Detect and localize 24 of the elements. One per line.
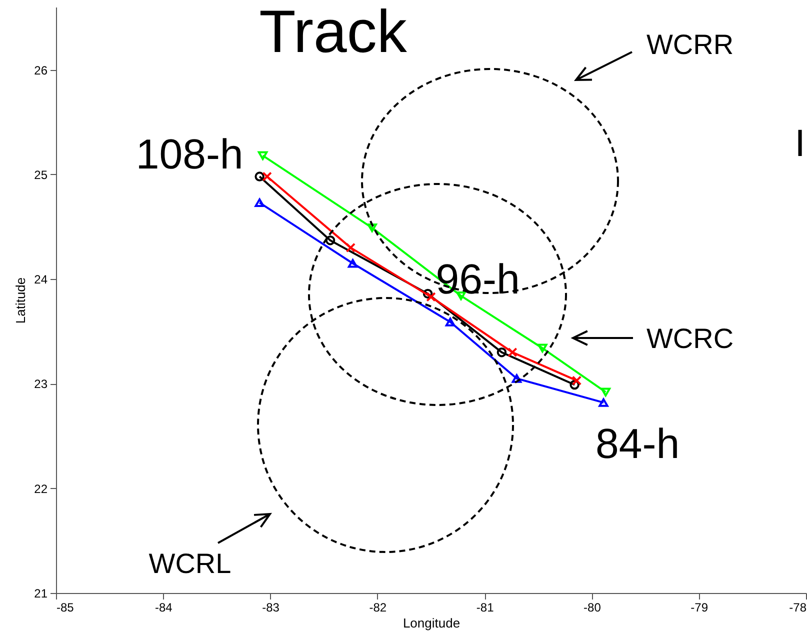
annotation: WCRL (148, 548, 232, 579)
x-tick-label: -81 (476, 600, 494, 614)
annotation: 108-h (136, 130, 244, 178)
x-tick-label: -79 (690, 600, 708, 614)
x-tick-label: -80 (584, 600, 602, 614)
y-tick-label: 26 (34, 63, 48, 78)
annotation: 96-h (436, 256, 520, 303)
x-tick-label: -85 (56, 600, 74, 614)
x-tick-label: -84 (154, 600, 173, 614)
x-tick-label: -83 (262, 600, 280, 614)
annotation: WCRC (646, 323, 734, 354)
annotation: WCRR (646, 29, 734, 60)
annotation: I (794, 123, 806, 165)
x-axis-title: Longitude (402, 616, 460, 630)
x-tick-label: -82 (369, 600, 387, 614)
chart-title: Track (259, 0, 408, 65)
y-tick-label: 21 (34, 586, 48, 600)
y-tick-label: 24 (34, 272, 48, 287)
annotation: 84-h (596, 420, 680, 467)
y-tick-label: 23 (34, 377, 48, 392)
y-axis-title: Latitude (13, 277, 28, 324)
x-tick-label: -78 (789, 600, 807, 614)
y-tick-label: 22 (34, 482, 48, 496)
y-tick-label: 25 (34, 168, 48, 182)
